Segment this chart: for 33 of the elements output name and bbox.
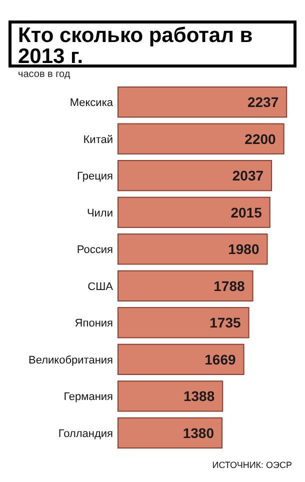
x-axis-title: часов в год [18, 69, 70, 80]
data-label: 2015 [230, 204, 262, 220]
data-label: 2200 [244, 130, 276, 147]
bar [118, 344, 244, 375]
y-tick-label: Великобритания [28, 354, 114, 366]
y-tick-label: Греция [77, 170, 114, 183]
bar [118, 160, 272, 192]
data-label: 1788 [214, 278, 245, 294]
bar [118, 417, 223, 448]
data-label: 2037 [232, 168, 264, 184]
data-label: 2237 [247, 94, 279, 110]
data-label: 1735 [210, 314, 241, 331]
y-tick-label: Голландия [58, 428, 114, 440]
y-tick-label: Россия [76, 244, 114, 256]
data-label: 1388 [183, 388, 215, 404]
y-tick-label: США [88, 280, 114, 293]
data-label: 1980 [228, 241, 260, 258]
y-tick-label: Германия [64, 391, 114, 404]
y-tick-label: Чили [86, 207, 113, 220]
y-tick-label: Япония [74, 318, 114, 330]
bar [118, 196, 270, 228]
y-tick-label: Мексика [70, 97, 114, 110]
bar [118, 86, 288, 118]
bar [118, 307, 250, 338]
bar [118, 380, 224, 412]
data-label: 1669 [204, 351, 236, 368]
text: ИСТОЧНИК: ОЭСР [212, 460, 292, 470]
data-label: 1380 [182, 424, 214, 441]
chart-title: Кто сколько работал в 2013 г. [18, 24, 253, 68]
y-tick-label: Китай [83, 134, 113, 146]
bar [118, 123, 284, 154]
bar [118, 270, 254, 302]
bar [118, 234, 268, 265]
